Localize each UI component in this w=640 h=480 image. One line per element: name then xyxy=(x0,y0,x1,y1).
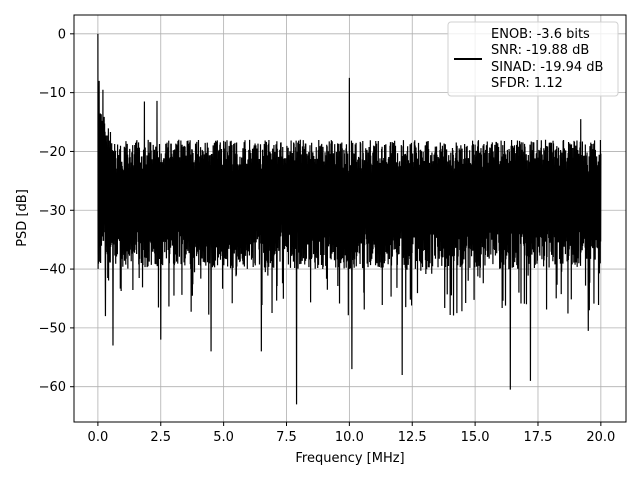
x-tick-label: 7.5 xyxy=(276,430,297,445)
y-tick-label: −20 xyxy=(39,145,66,160)
y-tick-label: 0 xyxy=(58,27,66,42)
plot-frame xyxy=(73,14,627,423)
legend-line-snr: SNR: -19.88 dB xyxy=(491,43,589,58)
legend-line-sinad: SINAD: -19.94 dB xyxy=(491,60,603,75)
x-tick-label: 10.0 xyxy=(335,430,364,445)
y-tick-label: −50 xyxy=(39,321,66,336)
y-tick-label: −10 xyxy=(39,86,66,101)
psd-trace xyxy=(97,33,602,405)
x-tick-label: 5.0 xyxy=(213,430,234,445)
y-axis-ticks: 0 −10 −20 −30 −40 −50 −60 xyxy=(39,27,74,395)
x-tick-label: 15.0 xyxy=(461,430,490,445)
x-tick-label: 12.5 xyxy=(398,430,427,445)
y-tick-label: −40 xyxy=(39,263,66,278)
x-axis-ticks: 0.0 2.5 5.0 7.5 10.0 12.5 15.0 17.5 20.0 xyxy=(88,422,615,445)
legend-box xyxy=(447,21,619,97)
y-tick-label: −60 xyxy=(39,380,66,395)
x-tick-label: 0.0 xyxy=(88,430,109,445)
legend-line-enob: ENOB: -3.6 bits xyxy=(491,27,590,42)
legend: ENOB: -3.6 bits SNR: -19.88 dB SINAD: -1… xyxy=(447,21,619,97)
legend-line-sfdr: SFDR: 1.12 xyxy=(491,76,563,91)
x-tick-label: 17.5 xyxy=(524,430,553,445)
x-tick-label: 2.5 xyxy=(150,430,171,445)
y-axis-label: PSD [dB] xyxy=(15,189,30,247)
y-tick-label: −30 xyxy=(39,204,66,219)
x-axis-label: Frequency [MHz] xyxy=(295,451,404,466)
x-tick-label: 20.0 xyxy=(586,430,615,445)
psd-series-line xyxy=(97,33,602,405)
